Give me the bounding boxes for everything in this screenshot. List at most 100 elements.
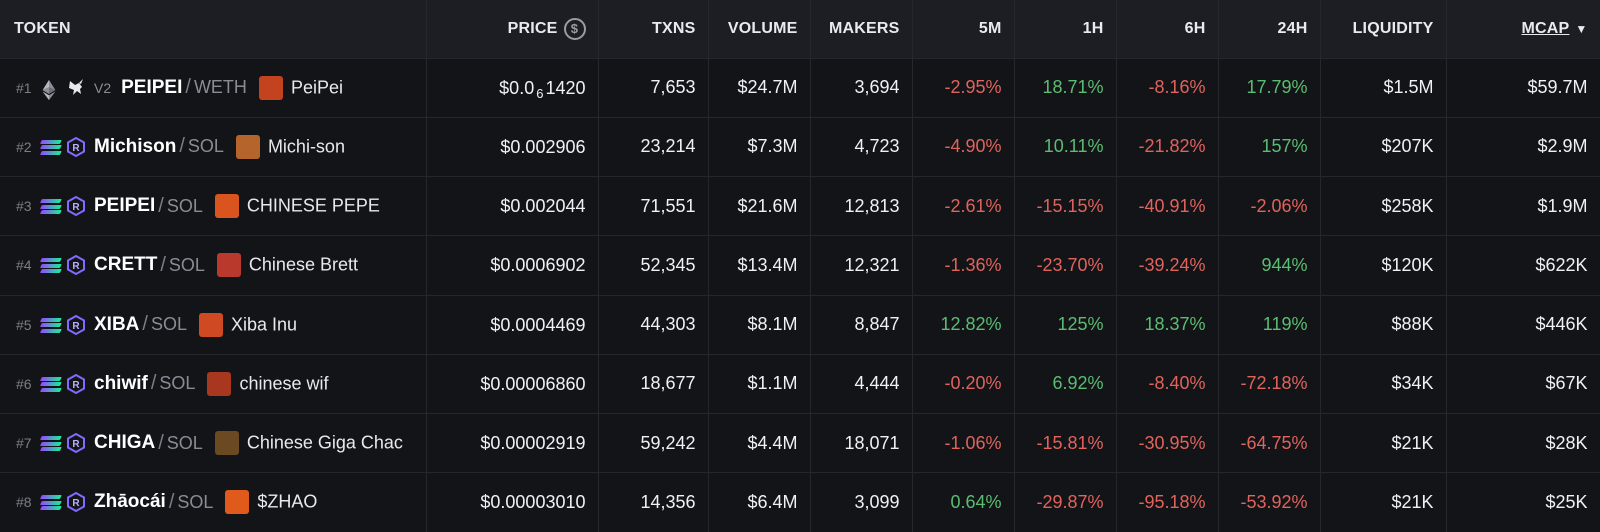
liquidity-cell: $258K (1320, 176, 1447, 237)
quote-symbol: SOL (159, 373, 196, 394)
txns-cell: 18,677 (598, 354, 709, 415)
token-name: Xiba Inu (231, 314, 298, 335)
header-row: TOKEN PRICE $ TXNS VOLUME MAKERS 5M 1H 6H… (0, 0, 1600, 59)
token-symbol: Zhāocái (94, 491, 166, 513)
price-cell: $0.00006860 (426, 354, 599, 415)
header-1h[interactable]: 1H (1014, 0, 1117, 59)
header-mcap[interactable]: MCAP ▼ (1446, 0, 1600, 59)
solana-icon (40, 256, 62, 274)
header-makers[interactable]: MAKERS (810, 0, 913, 59)
table-row[interactable]: #4 R CRETT / SOL Chinese Brett $0.0006902 52,34… (0, 235, 1600, 296)
change-5m-cell: -2.61% (912, 176, 1015, 237)
change-6h-cell: 18.37% (1116, 295, 1219, 355)
usd-toggle-icon[interactable]: $ (563, 17, 586, 40)
mcap-cell: $446K (1446, 295, 1600, 355)
rank-label: #8 (16, 494, 32, 511)
pair-separator: / (160, 253, 166, 276)
price-value: $0.0004469 (490, 314, 586, 335)
header-txns[interactable]: TXNS (598, 0, 709, 59)
svg-text:R: R (72, 202, 80, 213)
makers-cell: 8,847 (810, 295, 913, 355)
price-value: $0.00003010 (480, 492, 586, 513)
price-value: $0.002044 (500, 196, 586, 216)
rank-label: #5 (16, 316, 32, 333)
mcap-cell: $25K (1446, 472, 1600, 532)
pair-separator: / (179, 135, 185, 158)
token-avatar-icon (207, 371, 232, 396)
change-5m-cell: -0.20% (912, 354, 1015, 415)
header-price-label: PRICE (507, 19, 558, 37)
change-1h-cell: 10.11% (1014, 117, 1117, 178)
txns-cell: 23,214 (598, 117, 709, 178)
token-name: Michi-son (267, 136, 345, 157)
pair-separator: / (168, 490, 175, 513)
mcap-cell: $59.7M (1446, 58, 1600, 118)
change-24h-cell: 17.79% (1218, 58, 1321, 118)
pair-separator: / (185, 76, 191, 99)
liquidity-cell: $88K (1320, 295, 1447, 355)
header-6h[interactable]: 6H (1116, 0, 1219, 59)
txns-cell: 71,551 (598, 176, 709, 237)
change-6h-cell: -95.18% (1116, 472, 1219, 532)
txns-cell: 14,356 (598, 472, 709, 532)
header-volume[interactable]: VOLUME (708, 0, 811, 59)
txns-cell: 44,303 (598, 295, 709, 355)
rank-label: #6 (16, 375, 32, 392)
change-6h-cell: -39.24% (1116, 235, 1219, 296)
header-liquidity[interactable]: LIQUIDITY (1320, 0, 1447, 59)
mcap-cell: $1.9M (1446, 176, 1600, 237)
table-row[interactable]: #8 R Zhāocái / SOL $ZHAO $0.00003010 14,356 $6.4… (0, 472, 1600, 532)
table-row[interactable]: #2 R Michison / SOL Michi-son $0.002906 23,214 $… (0, 117, 1600, 178)
token-cell[interactable]: #5 R XIBA / SOL Xiba Inu (0, 295, 427, 355)
makers-cell: 12,321 (810, 235, 913, 296)
svg-text:R: R (72, 498, 80, 509)
header-token[interactable]: TOKEN (0, 0, 427, 59)
change-24h-cell: -64.75% (1218, 413, 1321, 474)
mcap-cell: $67K (1446, 354, 1600, 415)
table-row[interactable]: #1 V2 PEIPEI / WETH PeiPei $0.0 6 1420 7,653 $24.7… (0, 58, 1600, 118)
table-row[interactable]: #3 R PEIPEI / SOL CHINESE PEPE $0.002044 71,551… (0, 176, 1600, 237)
price-value: $0.00002919 (480, 433, 586, 453)
txns-cell: 52,345 (598, 235, 709, 296)
header-5m[interactable]: 5M (912, 0, 1015, 59)
change-6h-cell: -30.95% (1116, 413, 1219, 474)
change-1h-cell: 18.71% (1014, 58, 1117, 118)
change-6h-cell: -21.82% (1116, 117, 1219, 178)
makers-cell: 18,071 (810, 413, 913, 474)
header-price[interactable]: PRICE $ (426, 0, 599, 59)
table-row[interactable]: #5 R XIBA / SOL Xiba Inu $0.0004469 44,303 $8.1M… (0, 295, 1600, 355)
txns-cell: 7,653 (598, 58, 709, 118)
price-digits: 1420 (545, 77, 586, 98)
change-5m-cell: -4.90% (912, 117, 1015, 178)
svg-text:R: R (72, 380, 80, 391)
svg-text:R: R (72, 261, 80, 272)
rank-label: #7 (16, 435, 32, 452)
token-cell[interactable]: #7 R CHIGA / SOL Chinese Giga Chac (0, 413, 427, 474)
makers-cell: 4,723 (810, 117, 913, 178)
rank-label: #4 (16, 257, 32, 274)
change-24h-cell: -53.92% (1218, 472, 1321, 532)
txns-cell: 59,242 (598, 413, 709, 474)
makers-cell: 3,694 (810, 58, 913, 118)
price-cell: $0.0006902 (426, 235, 599, 296)
token-cell[interactable]: #4 R CRETT / SOL Chinese Brett (0, 235, 427, 296)
token-avatar-icon (216, 253, 241, 278)
token-cell[interactable]: #8 R Zhāocái / SOL $ZHAO (0, 472, 427, 532)
change-5m-cell: -1.36% (912, 235, 1015, 296)
token-avatar-icon (214, 431, 239, 456)
token-symbol: XIBA (94, 313, 140, 335)
token-cell[interactable]: #2 R Michison / SOL Michi-son (0, 117, 427, 178)
token-cell[interactable]: #3 R PEIPEI / SOL CHINESE PEPE (0, 176, 427, 237)
change-24h-cell: -72.18% (1218, 354, 1321, 415)
table-row[interactable]: #7 R CHIGA / SOL Chinese Giga Chac $0.00002919… (0, 413, 1600, 474)
solana-icon (40, 138, 62, 156)
token-symbol: PEIPEI (94, 195, 156, 217)
header-24h[interactable]: 24H (1218, 0, 1321, 59)
token-cell[interactable]: #1 V2 PEIPEI / WETH PeiPei (0, 58, 427, 118)
change-6h-cell: -40.91% (1116, 176, 1219, 237)
raydium-icon: R (66, 254, 94, 276)
change-5m-cell: -2.95% (912, 58, 1015, 118)
liquidity-cell: $1.5M (1320, 58, 1447, 118)
